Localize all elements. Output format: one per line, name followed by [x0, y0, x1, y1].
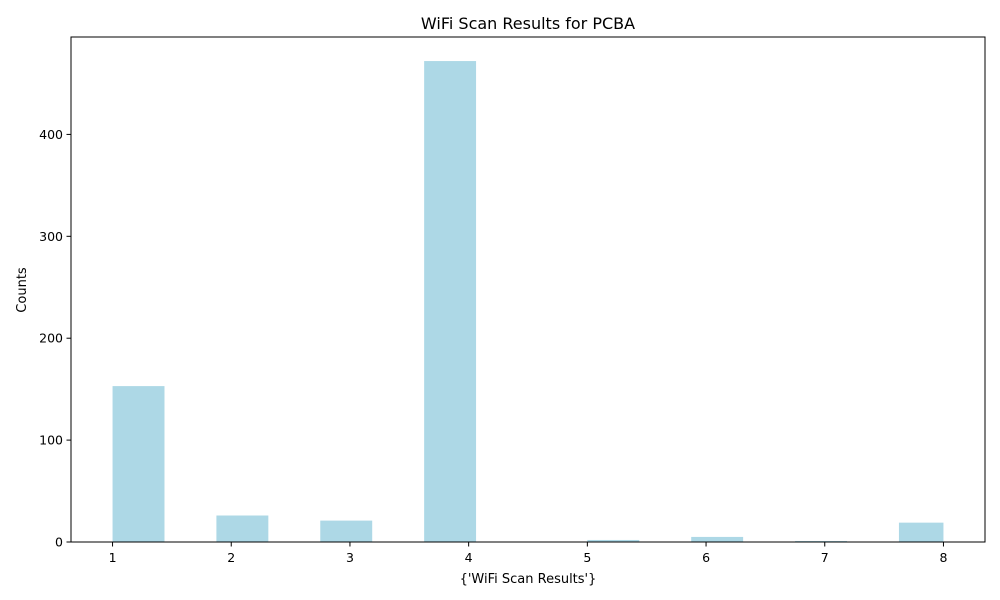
x-axis-label: {'WiFi Scan Results'}	[460, 572, 597, 587]
y-tick-label: 100	[39, 433, 63, 448]
bar-4	[424, 61, 477, 543]
x-tick-label: 1	[109, 550, 117, 565]
bar-3	[320, 520, 373, 542]
y-tick-label: 300	[39, 229, 63, 244]
y-axis-label: Counts	[15, 267, 30, 313]
chart-title: WiFi Scan Results for PCBA	[421, 14, 635, 33]
y-tick-label: 200	[39, 331, 63, 346]
bar-8	[898, 522, 944, 542]
x-tick-label: 2	[227, 550, 235, 565]
plot-frame	[70, 36, 986, 543]
y-tick-label: 0	[55, 535, 63, 550]
x-tick-label: 4	[465, 550, 473, 565]
bar-6	[691, 536, 744, 542]
x-tick-label: 6	[702, 550, 710, 565]
x-tick-label: 8	[939, 550, 947, 565]
bar-7	[795, 540, 848, 542]
x-tick-label: 7	[821, 550, 829, 565]
bar-2	[216, 515, 269, 542]
x-tick-label: 5	[583, 550, 591, 565]
bar-1	[112, 386, 165, 542]
x-tick-label: 3	[346, 550, 354, 565]
bar-5	[587, 539, 640, 542]
y-tick-label: 400	[39, 127, 63, 142]
